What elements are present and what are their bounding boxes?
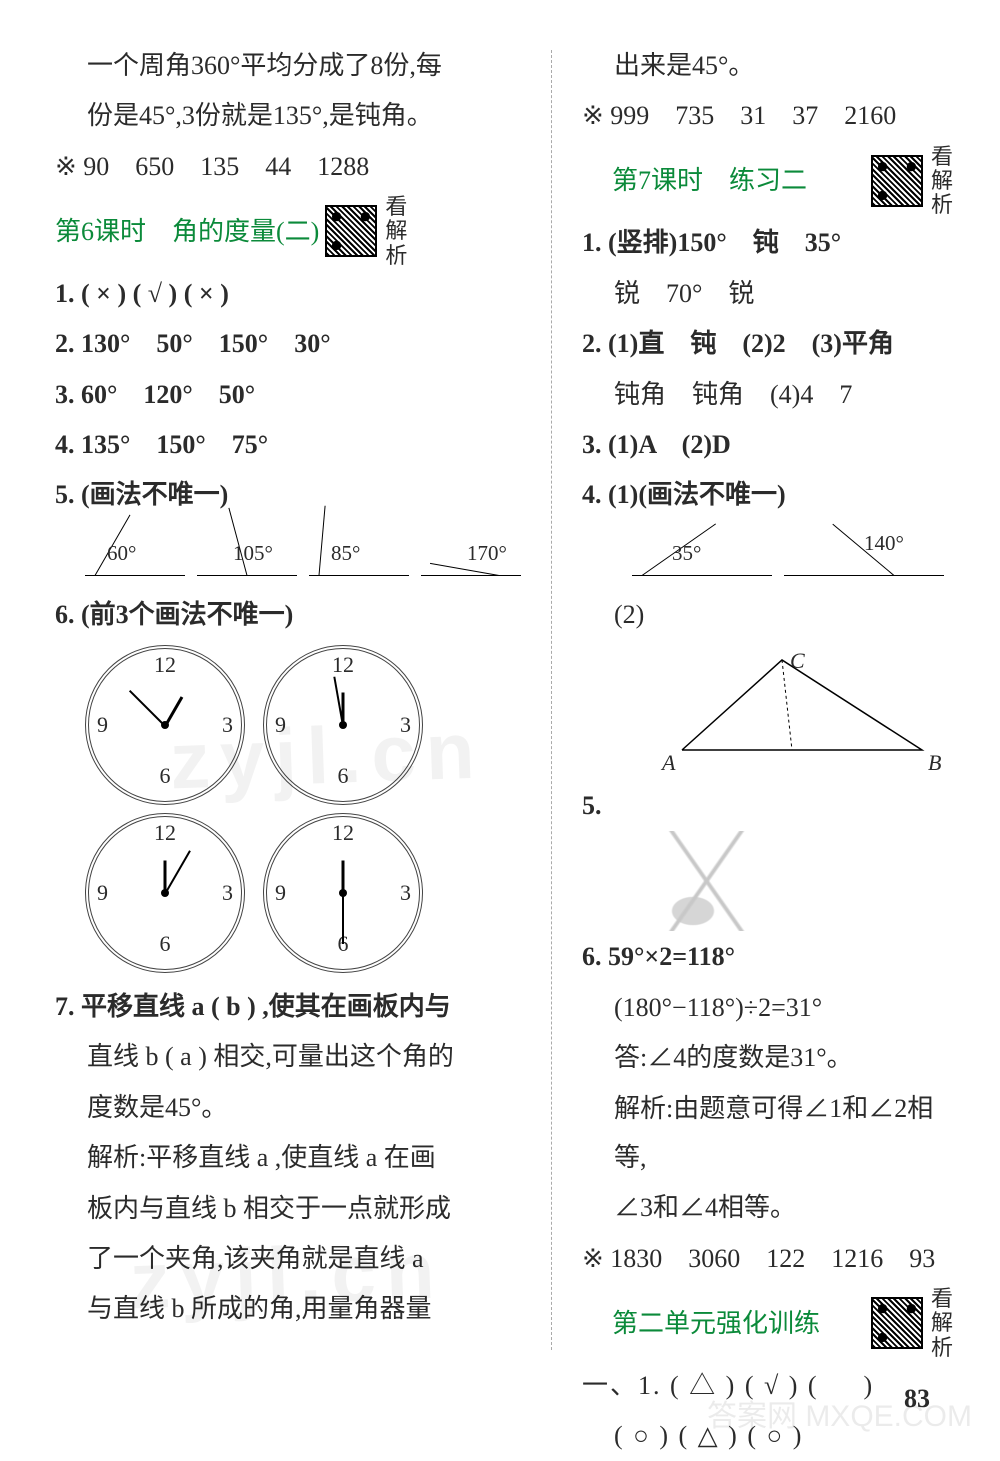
site-watermark: 答案网 MXQE.COM xyxy=(707,1400,972,1433)
answer-line: 1. ( × ) ( √ ) ( × ) xyxy=(55,269,521,318)
clock-3: 12369 xyxy=(85,813,245,973)
section-title: 第二单元强化训练 xyxy=(612,1299,820,1348)
text: 答:∠4的度数是31°。 xyxy=(582,1033,955,1082)
text: 解析:由题意可得∠1和∠2相等, xyxy=(582,1084,955,1183)
text: 与直线 b 所成的角,用量角器量 xyxy=(55,1284,521,1333)
qr-code-icon[interactable] xyxy=(871,1297,923,1349)
answer-line: 2. (1)直 钝 (2)2 (3)平角 xyxy=(582,319,955,368)
qr-label: 看解析 xyxy=(383,195,409,268)
text: 直线 b ( a ) 相交,可量出这个角的 xyxy=(55,1032,521,1081)
text: (180°−118°)÷2=31° xyxy=(582,983,955,1032)
answer-line: 6. (前3个画法不唯一) xyxy=(55,590,521,639)
text: 出来是45°。 xyxy=(582,41,955,90)
qr-code-icon[interactable] xyxy=(325,205,377,257)
text: (2) xyxy=(582,590,955,639)
text: ∠3和∠4相等。 xyxy=(582,1183,955,1232)
angle-105: 105° xyxy=(197,526,297,582)
text: 锐 70° 锐 xyxy=(582,269,955,318)
clock-1: 12369 xyxy=(85,645,245,805)
angle-60: 60° xyxy=(85,526,185,582)
triangle-figure: C A B xyxy=(642,640,955,780)
angle-figures-right: 35° 140° xyxy=(582,526,955,582)
answer-line: 4. 135° 150° 75° xyxy=(55,420,521,469)
text: 了一个夹角,该夹角就是直线 a xyxy=(55,1234,521,1283)
answer-line: 3. 60° 120° 50° xyxy=(55,370,521,419)
angle-170: 170° xyxy=(421,526,521,582)
lesson-title: 第7课时 练习二 xyxy=(612,156,807,205)
angle-figures: 60° 105° 85° 170° xyxy=(55,526,521,582)
answer-line: 7. 平移直线 a ( b ) ,使其在画板内与 xyxy=(55,982,521,1031)
angle-35: 35° xyxy=(632,526,772,582)
clock-2: 12369 xyxy=(263,645,423,805)
unit-2-header: 第二单元强化训练 看解析 xyxy=(582,1287,955,1360)
text: 度数是45°。 xyxy=(55,1083,521,1132)
lesson-7-header: 第7课时 练习二 看解析 xyxy=(582,145,955,218)
lesson-title: 第6课时 角的度量(二) xyxy=(55,207,319,256)
answer-line: 3. (1)A (2)D xyxy=(582,420,955,469)
star-summary: ※ 90 650 135 44 1288 xyxy=(55,142,521,191)
text: 钝角 钝角 (4)4 7 xyxy=(582,370,955,419)
angle-140: 140° xyxy=(784,526,944,582)
qr-label: 看解析 xyxy=(929,145,955,218)
column-divider xyxy=(551,50,552,1350)
answer-line: 4. (1)(画法不唯一) xyxy=(582,470,955,519)
sketch-figure xyxy=(642,831,812,931)
answer-line: 6. 59°×2=118° xyxy=(582,932,955,981)
answer-line: 5. xyxy=(582,781,955,830)
answer-line: 1. (竖排)150° 钝 35° xyxy=(582,218,955,267)
left-column: 一个周角360°平均分成了8份,每 份是45°,3份就是135°,是钝角。 ※ … xyxy=(55,40,521,1370)
angle-85: 85° xyxy=(309,526,409,582)
lesson-6-header: 第6课时 角的度量(二) 看解析 xyxy=(55,195,521,268)
answer-line: 2. 130° 50° 150° 30° xyxy=(55,319,521,368)
star-summary: ※ 999 735 31 37 2160 xyxy=(582,91,955,140)
right-column: 出来是45°。 ※ 999 735 31 37 2160 第7课时 练习二 看解… xyxy=(582,40,955,1370)
star-summary: ※ 1830 3060 122 1216 93 xyxy=(582,1234,955,1283)
answer-line: 5. (画法不唯一) xyxy=(55,470,521,519)
clock-4: 12369 xyxy=(263,813,423,973)
text: 一个周角360°平均分成了8份,每 xyxy=(55,41,521,90)
text: 解析:平移直线 a ,使直线 a 在画 xyxy=(55,1133,521,1182)
text: 份是45°,3份就是135°,是钝角。 xyxy=(55,91,521,140)
qr-label: 看解析 xyxy=(929,1287,955,1360)
clock-figures: 12369 12369 12369 xyxy=(55,645,521,981)
text: 板内与直线 b 相交于一点就形成 xyxy=(55,1184,521,1233)
qr-code-icon[interactable] xyxy=(871,155,923,207)
